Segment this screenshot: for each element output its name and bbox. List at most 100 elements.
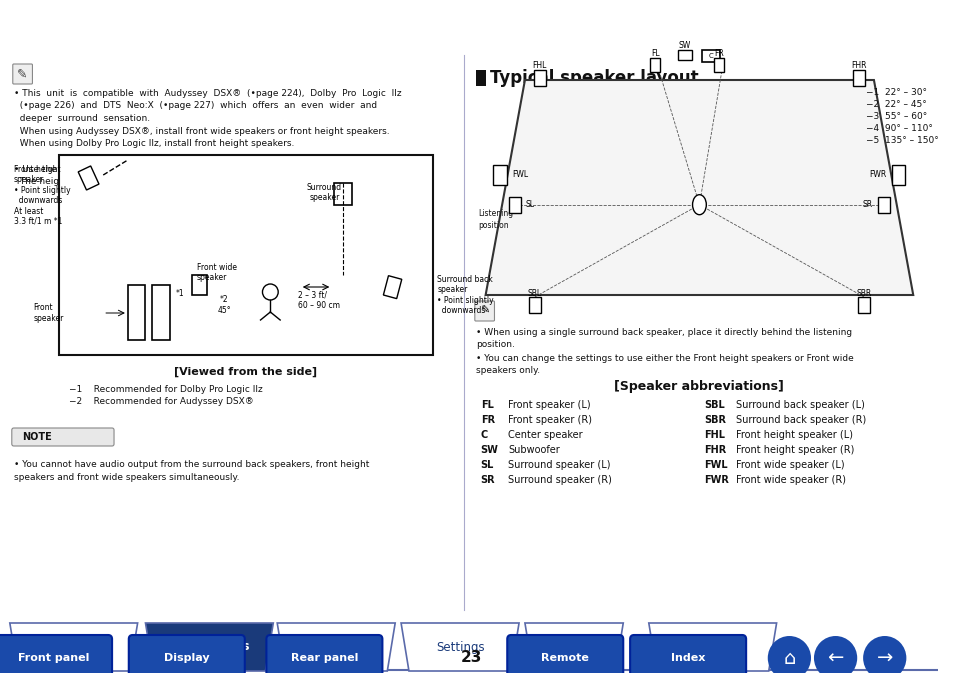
Bar <box>493 165 507 184</box>
Text: FHR: FHR <box>850 61 866 71</box>
Text: −3  55° – 60°: −3 55° – 60° <box>865 112 926 121</box>
Text: Surround
speaker: Surround speaker <box>307 183 341 203</box>
Polygon shape <box>648 623 776 671</box>
Text: SW: SW <box>480 445 498 455</box>
Bar <box>59 155 432 355</box>
Text: • You cannot have audio output from the surround back speakers, front height
spe: • You cannot have audio output from the … <box>13 460 369 481</box>
Text: Surround back
speaker
• Point slightly
  downwards: Surround back speaker • Point slightly d… <box>437 275 494 315</box>
Polygon shape <box>524 623 622 671</box>
Text: Listening
position: Listening position <box>477 209 513 230</box>
Text: Remote: Remote <box>540 653 589 663</box>
Text: Front wide
speaker: Front wide speaker <box>196 262 236 282</box>
Text: Typical speaker layout: Typical speaker layout <box>489 69 698 87</box>
Text: SR: SR <box>862 200 872 209</box>
Text: Rear panel: Rear panel <box>291 653 357 663</box>
Text: Front speaker (L): Front speaker (L) <box>508 400 590 410</box>
Bar <box>383 276 401 299</box>
Text: −5  135° – 150°: −5 135° – 150° <box>865 136 938 145</box>
Text: Surround back speaker (L): Surround back speaker (L) <box>735 400 863 410</box>
Text: SR: SR <box>480 475 495 485</box>
Text: FL: FL <box>480 400 493 410</box>
Text: SL: SL <box>480 460 494 470</box>
Polygon shape <box>146 623 273 671</box>
Text: Playback: Playback <box>310 641 362 653</box>
Text: SBR: SBR <box>856 289 871 297</box>
Text: FWL: FWL <box>512 170 528 179</box>
Text: Connections: Connections <box>169 641 250 653</box>
FancyBboxPatch shape <box>12 64 32 84</box>
Polygon shape <box>277 623 395 671</box>
Text: Surround back speaker (R): Surround back speaker (R) <box>735 415 865 425</box>
Text: ⌂: ⌂ <box>782 649 795 668</box>
Text: Index: Index <box>670 653 704 663</box>
FancyBboxPatch shape <box>630 635 745 673</box>
Bar <box>534 70 545 86</box>
Text: FR: FR <box>714 50 723 59</box>
Text: Surround speaker (R): Surround speaker (R) <box>508 475 612 485</box>
Text: FWR: FWR <box>703 475 728 485</box>
Text: [Speaker abbreviations]: [Speaker abbreviations] <box>614 380 783 393</box>
Text: Front wide speaker (R): Front wide speaker (R) <box>735 475 845 485</box>
Text: Front height
speaker
• Point slightly
  downwards
At least
3.3 ft/1 m *1: Front height speaker • Point slightly do… <box>13 165 71 226</box>
Text: Front
speaker: Front speaker <box>33 304 64 322</box>
Text: SBL: SBL <box>527 289 541 297</box>
Text: Center speaker: Center speaker <box>508 430 582 440</box>
Bar <box>528 297 540 313</box>
Text: −4  90° – 110°: −4 90° – 110° <box>865 124 932 133</box>
Bar <box>476 70 485 86</box>
Text: Surround speaker (L): Surround speaker (L) <box>508 460 610 470</box>
Bar <box>891 165 904 184</box>
Text: SL: SL <box>525 200 535 209</box>
Text: Front speaker (R): Front speaker (R) <box>508 415 592 425</box>
Text: SW: SW <box>678 42 690 50</box>
Text: • You can change the settings to use either the Front height speakers or Front w: • You can change the settings to use eit… <box>476 354 853 375</box>
Bar <box>78 166 99 190</box>
Bar <box>650 58 659 72</box>
Bar <box>858 297 869 313</box>
Text: SBL: SBL <box>703 400 724 410</box>
FancyBboxPatch shape <box>129 635 245 673</box>
Text: 2 – 3 ft/
60 – 90 cm: 2 – 3 ft/ 60 – 90 cm <box>297 291 339 310</box>
Text: Subwoofer: Subwoofer <box>508 445 559 455</box>
Text: −2    Recommended for Audyssey DSX®: −2 Recommended for Audyssey DSX® <box>69 397 253 406</box>
Text: FHR: FHR <box>703 445 726 455</box>
Text: FWR: FWR <box>868 170 885 179</box>
Text: Settings: Settings <box>436 641 484 653</box>
Text: *1: *1 <box>175 289 184 297</box>
Text: C: C <box>480 430 487 440</box>
Text: *2
45°: *2 45° <box>217 295 231 315</box>
Text: Contents: Contents <box>47 641 100 653</box>
Text: −1  22° – 30°: −1 22° – 30° <box>865 88 926 97</box>
Bar <box>701 50 720 62</box>
Text: Appendix: Appendix <box>684 641 740 653</box>
Text: • Use the illustration below as a guide for how high each speaker should be inst: • Use the illustration below as a guide … <box>13 165 402 186</box>
Text: FHL: FHL <box>703 430 724 440</box>
Text: 23: 23 <box>460 651 482 666</box>
Text: FL: FL <box>650 50 659 59</box>
Polygon shape <box>10 623 137 671</box>
FancyBboxPatch shape <box>11 428 114 446</box>
Text: FR: FR <box>480 415 495 425</box>
Polygon shape <box>485 80 912 295</box>
Bar <box>677 50 691 60</box>
Circle shape <box>767 636 810 673</box>
Text: →: → <box>876 649 892 668</box>
Text: SBR: SBR <box>703 415 725 425</box>
Text: ✎: ✎ <box>17 67 28 81</box>
Text: Front height speaker (L): Front height speaker (L) <box>735 430 852 440</box>
Text: FHL: FHL <box>532 61 546 71</box>
Bar <box>509 197 520 213</box>
Text: [Viewed from the side]: [Viewed from the side] <box>174 367 317 378</box>
Text: • This  unit  is  compatible  with  Audyssey  DSX®  (•page 224),  Dolby  Pro  Lo: • This unit is compatible with Audyssey … <box>13 89 401 148</box>
Bar <box>334 183 352 205</box>
Bar <box>714 58 723 72</box>
Text: FWL: FWL <box>703 460 727 470</box>
Text: Front panel: Front panel <box>18 653 90 663</box>
Bar <box>852 70 864 86</box>
Text: Front wide speaker (L): Front wide speaker (L) <box>735 460 843 470</box>
Bar <box>192 275 207 295</box>
Bar <box>877 197 889 213</box>
Ellipse shape <box>692 194 705 215</box>
FancyBboxPatch shape <box>507 635 622 673</box>
Text: Front height speaker (R): Front height speaker (R) <box>735 445 853 455</box>
